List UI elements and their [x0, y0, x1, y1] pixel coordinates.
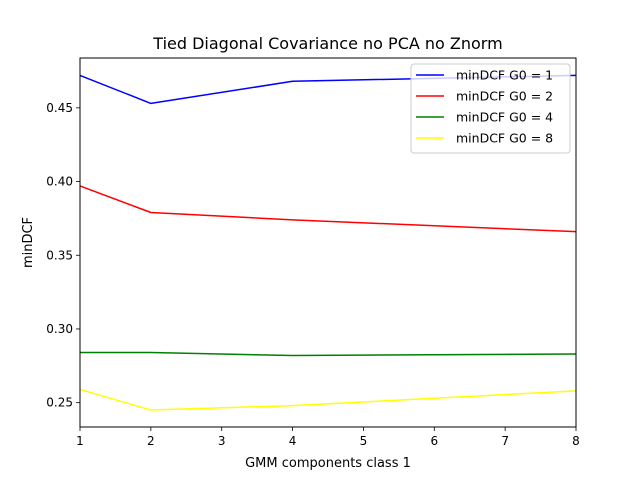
x-tick-label: 2 — [147, 434, 155, 448]
x-tick-label: 8 — [572, 434, 580, 448]
x-tick-label: 7 — [501, 434, 509, 448]
x-tick-label: 3 — [218, 434, 226, 448]
y-tick-label: 0.40 — [46, 175, 73, 189]
y-tick-label: 0.35 — [46, 248, 73, 262]
y-tick-label: 0.25 — [46, 396, 73, 410]
x-tick-label: 4 — [289, 434, 297, 448]
series-line-3 — [80, 351, 577, 357]
legend-label-3: minDCF G0 = 4 — [456, 110, 553, 125]
x-axis: 1 2 3 4 5 6 7 8 — [76, 427, 580, 448]
x-tick-label: 6 — [430, 434, 438, 448]
legend-label-1: minDCF G0 = 1 — [456, 68, 553, 83]
plot-frame — [79, 57, 577, 428]
x-axis-label: GMM components class 1 — [245, 456, 411, 471]
chart-title: Tied Diagonal Covariance no PCA no Znorm — [152, 34, 502, 53]
series-line-2 — [79, 185, 577, 233]
y-axis: 0.25 0.30 0.35 0.40 0.45 — [46, 101, 80, 410]
x-tick-label: 1 — [76, 434, 84, 448]
x-tick-label: 5 — [360, 434, 368, 448]
legend-label-2: minDCF G0 = 2 — [456, 89, 553, 104]
legend-box — [410, 63, 571, 154]
series-line-4 — [79, 388, 577, 411]
legend: minDCF G0 = 1 minDCF G0 = 2 minDCF G0 = 4 m… — [410, 63, 571, 154]
y-axis-label: minDCF — [21, 217, 36, 268]
legend-label-4: minDCF G0 = 8 — [456, 131, 553, 146]
y-tick-label: 0.45 — [46, 101, 73, 115]
y-tick-label: 0.30 — [46, 322, 73, 336]
